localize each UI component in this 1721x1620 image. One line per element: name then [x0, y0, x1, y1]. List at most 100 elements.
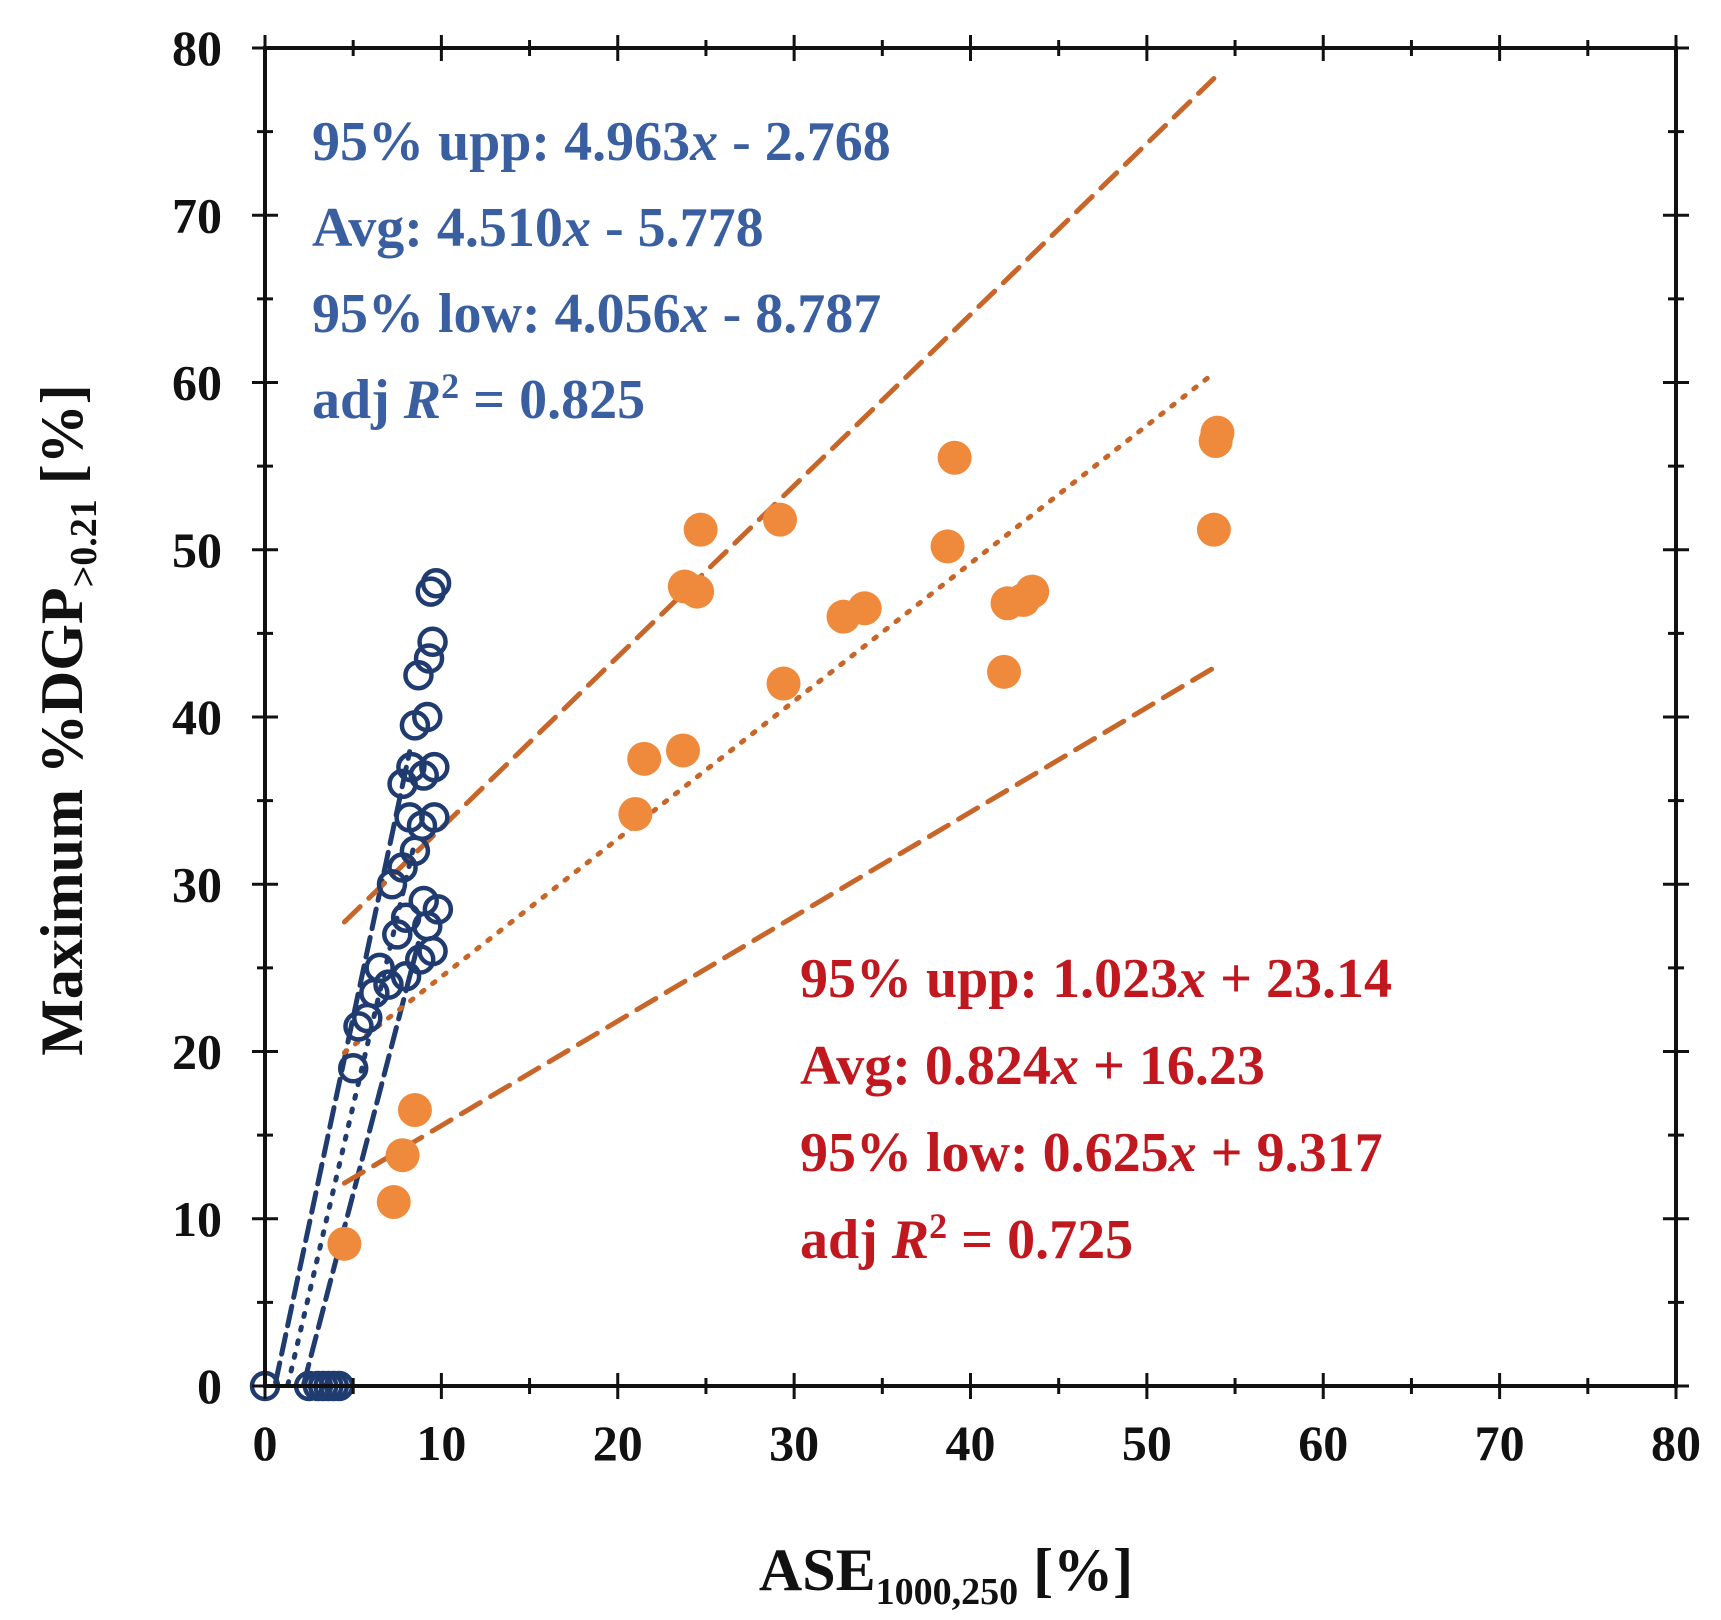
orange-data-point — [376, 1185, 411, 1220]
x-tick-label: 20 — [593, 1415, 643, 1471]
y-axis-title-sub: >0.21 — [63, 499, 105, 587]
orange-data-point — [1015, 574, 1050, 609]
eq-var: x — [1050, 1035, 1079, 1097]
orange-data-point — [763, 502, 798, 537]
fit-lines — [273, 75, 1217, 1388]
orange-data-point — [1196, 512, 1231, 547]
eq-part: + 16.23 — [1079, 1035, 1265, 1097]
orange-data-point — [618, 797, 653, 832]
eq-part: Avg: 0.824 — [800, 1035, 1051, 1097]
y-axis-title-unit: [%] — [29, 384, 95, 499]
blue-data-point — [373, 969, 404, 1000]
orange-data-point — [847, 591, 882, 626]
eq-part: Avg: 4.510 — [312, 197, 563, 259]
eq-part: = 0.825 — [459, 369, 645, 431]
x-tick-label: 70 — [1475, 1415, 1525, 1471]
orange-fit-line — [341, 75, 1217, 925]
x-axis-title-sub: 1000,250 — [876, 1571, 1019, 1613]
eq-part: + 9.317 — [1197, 1122, 1383, 1184]
eq-part: - 2.768 — [718, 111, 891, 173]
orange-data-point — [766, 666, 801, 701]
y-axis-title-main: Maximum %DGP — [29, 587, 95, 1055]
eq-var: x — [680, 283, 709, 345]
x-axis-title-unit: [%] — [1018, 1537, 1133, 1603]
orange-data-point — [627, 741, 662, 776]
blue-data-point — [364, 952, 395, 984]
blue-fit-line — [273, 749, 413, 1385]
x-tick-label: 40 — [946, 1415, 996, 1471]
orange-data-point — [1200, 415, 1235, 450]
x-tick-label: 80 — [1651, 1415, 1701, 1471]
eq-part: + 23.14 — [1206, 948, 1392, 1010]
axis-ticks — [252, 35, 1689, 1399]
y-tick-label: 70 — [172, 187, 222, 243]
eq-var: x — [562, 197, 591, 259]
eq-var: x — [1177, 948, 1206, 1010]
y-tick-label: 0 — [197, 1358, 222, 1414]
eq-part: 95% low: 0.625 — [800, 1122, 1169, 1184]
fit-equation-text: 95% upp: 1.023x + 23.14 — [800, 948, 1392, 1010]
blue-data-point — [343, 1011, 374, 1042]
x-axis-title-main: ASE — [759, 1537, 876, 1603]
blue-data-point — [419, 751, 450, 783]
fit-equation-text: adj R2 = 0.725 — [800, 1206, 1133, 1271]
blue-data-point — [417, 626, 448, 657]
eq-var: R — [403, 369, 441, 431]
eq-part: = 0.725 — [947, 1209, 1133, 1271]
blue-data-point — [413, 643, 445, 674]
y-tick-label: 80 — [172, 20, 222, 76]
x-tick-label: 60 — [1298, 1415, 1348, 1471]
fit-equation-text: Avg: 4.510x - 5.778 — [312, 197, 764, 259]
eq-var: x — [1168, 1122, 1197, 1184]
fit-equation-text: 95% low: 4.056x - 8.787 — [312, 283, 881, 345]
blue-data-point — [382, 919, 413, 950]
orange-data-point — [397, 1093, 432, 1128]
y-tick-label: 30 — [172, 856, 222, 912]
orange-data-point — [327, 1226, 362, 1261]
eq-part: - 8.787 — [709, 283, 882, 345]
eq-var: x — [689, 111, 718, 173]
y-tick-labels: 0 10 20 30 40 50 60 70 80 — [172, 20, 222, 1414]
x-tick-labels: 0 10 20 30 40 50 60 70 80 — [253, 1415, 1702, 1471]
y-tick-label: 50 — [172, 522, 222, 578]
orange-data-point — [937, 440, 972, 475]
eq-var: R — [891, 1209, 929, 1271]
x-tick-label: 50 — [1122, 1415, 1172, 1471]
orange-data-point — [987, 654, 1022, 689]
fit-equation-text: 95% upp: 4.963x - 2.768 — [312, 111, 891, 173]
eq-part: - 5.778 — [591, 197, 764, 259]
blue-data-point — [412, 701, 443, 733]
orange-fit-line — [341, 665, 1217, 1186]
orange-data-point — [930, 529, 965, 564]
blue-data-point — [419, 802, 450, 833]
y-tick-label: 40 — [172, 689, 222, 745]
orange-fit-line — [341, 370, 1217, 1056]
eq-sup: 2 — [929, 1206, 947, 1246]
eq-part: adj — [800, 1209, 892, 1271]
blue-data-point — [420, 567, 452, 599]
eq-part: adj — [312, 369, 404, 431]
blue-fit-line — [285, 838, 418, 1388]
blue-data-point — [422, 894, 454, 925]
eq-part: 95% upp: 4.963 — [312, 111, 690, 173]
x-tick-label: 10 — [416, 1415, 466, 1471]
orange-data-point — [666, 733, 701, 768]
eq-sup: 2 — [441, 366, 459, 406]
eq-part: 95% low: 4.056 — [312, 283, 681, 345]
blue-data-point — [337, 1052, 369, 1084]
fit-equation-text: 95% low: 0.625x + 9.317 — [800, 1122, 1383, 1184]
y-axis-title: Maximum %DGP>0.21 [%] — [29, 384, 105, 1055]
orange-data-point — [683, 512, 718, 547]
x-tick-label: 30 — [769, 1415, 819, 1471]
y-tick-label: 10 — [172, 1191, 222, 1247]
y-tick-label: 20 — [172, 1024, 222, 1080]
blue-data-point — [417, 935, 448, 967]
x-tick-label: 0 — [253, 1415, 278, 1471]
fit-equation-text: adj R2 = 0.825 — [312, 366, 645, 431]
data-points — [249, 415, 1235, 1402]
y-tick-label: 60 — [172, 355, 222, 411]
eq-part: 95% upp: 1.023 — [800, 948, 1178, 1010]
